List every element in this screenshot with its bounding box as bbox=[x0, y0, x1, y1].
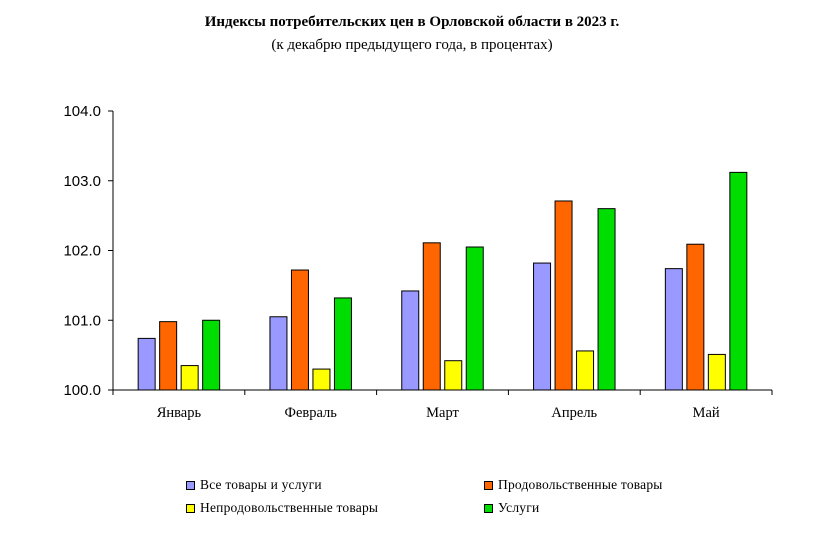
bar-4-5 bbox=[729, 171, 748, 391]
bar-3-1 bbox=[180, 365, 199, 391]
y-tick-label: 104.0 bbox=[63, 103, 101, 120]
bar-1-3 bbox=[401, 290, 420, 391]
bar-4-4 bbox=[597, 208, 616, 391]
bar-1-2 bbox=[269, 316, 288, 391]
bar-3-4 bbox=[576, 350, 595, 391]
x-tick-label: Март bbox=[426, 405, 459, 421]
y-tick-label: 102.0 bbox=[63, 243, 101, 260]
bar-2-2 bbox=[290, 269, 309, 391]
bar-4-2 bbox=[333, 297, 352, 391]
bar-4-1 bbox=[202, 319, 221, 391]
bar-4-3 bbox=[465, 246, 484, 391]
chart-subtitle: (к декабрю предыдущего года, в процентах… bbox=[271, 37, 553, 53]
x-tick-label: Январь bbox=[157, 405, 202, 421]
y-tick-label: 100.0 bbox=[63, 382, 101, 399]
bar-2-4 bbox=[554, 200, 573, 391]
bar-2-3 bbox=[422, 242, 441, 391]
bar-2-1 bbox=[159, 321, 178, 391]
chart-title: Индексы потребительских цен в Орловской … bbox=[204, 14, 620, 30]
x-tick-label: Февраль bbox=[284, 405, 337, 421]
bar-1-1 bbox=[137, 337, 156, 391]
bar-1-5 bbox=[664, 268, 683, 391]
bar-3-2 bbox=[312, 368, 331, 391]
bar-2-5 bbox=[686, 243, 705, 391]
y-tick-label: 103.0 bbox=[63, 173, 101, 190]
bar-3-3 bbox=[444, 360, 463, 391]
bar-1-4 bbox=[533, 262, 552, 391]
y-tick-label: 101.0 bbox=[63, 312, 101, 329]
x-tick-label: Май bbox=[693, 405, 720, 421]
x-tick-label: Апрель bbox=[551, 405, 597, 421]
bar-3-5 bbox=[707, 353, 726, 391]
